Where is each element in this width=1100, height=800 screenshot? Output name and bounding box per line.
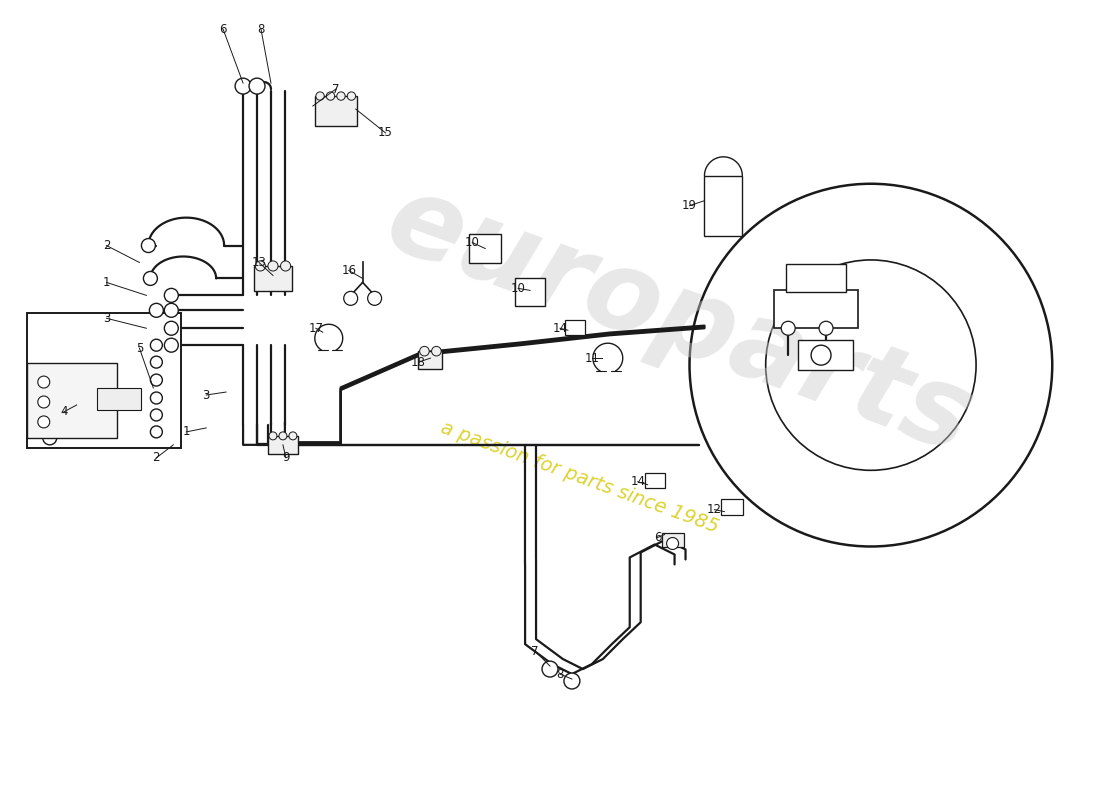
Text: 10: 10: [510, 282, 526, 295]
Circle shape: [37, 396, 50, 408]
Circle shape: [164, 338, 178, 352]
Circle shape: [151, 409, 163, 421]
Circle shape: [564, 673, 580, 689]
Circle shape: [280, 261, 290, 271]
Text: 18: 18: [411, 356, 426, 369]
Text: 2: 2: [153, 451, 161, 464]
Circle shape: [316, 92, 324, 100]
Text: 8: 8: [557, 667, 563, 681]
Circle shape: [542, 661, 558, 677]
Text: 14: 14: [630, 475, 646, 488]
Bar: [315, 96, 356, 126]
Text: 3: 3: [202, 389, 210, 402]
Text: 4: 4: [59, 406, 67, 418]
Circle shape: [164, 303, 178, 318]
Bar: [515, 278, 544, 306]
Circle shape: [151, 392, 163, 404]
Bar: [774, 290, 858, 328]
Text: 11: 11: [584, 352, 600, 365]
Bar: [786, 265, 846, 292]
Bar: [26, 363, 117, 438]
Circle shape: [150, 303, 163, 318]
Circle shape: [820, 322, 833, 335]
Text: 12: 12: [707, 503, 722, 516]
Text: 1: 1: [102, 276, 110, 289]
Circle shape: [164, 288, 178, 302]
Text: 15: 15: [378, 126, 393, 139]
Bar: [704, 176, 742, 235]
Circle shape: [255, 261, 265, 271]
Circle shape: [270, 432, 277, 440]
Bar: [268, 436, 298, 454]
Circle shape: [811, 345, 830, 365]
Circle shape: [235, 78, 251, 94]
Text: 17: 17: [308, 322, 323, 334]
Text: 9: 9: [283, 451, 289, 464]
Circle shape: [327, 92, 334, 100]
Circle shape: [151, 356, 163, 368]
Text: a passion for parts since 1985: a passion for parts since 1985: [438, 418, 722, 537]
Text: 14: 14: [552, 322, 568, 334]
Circle shape: [151, 374, 163, 386]
Text: 8: 8: [257, 22, 265, 36]
Circle shape: [343, 291, 358, 306]
Text: 10: 10: [465, 236, 480, 249]
Bar: [722, 498, 744, 514]
Text: 6: 6: [653, 531, 661, 544]
Text: 2: 2: [102, 239, 110, 252]
Bar: [799, 340, 853, 370]
Bar: [254, 266, 292, 291]
Circle shape: [151, 339, 163, 351]
Text: 7: 7: [332, 82, 340, 95]
Circle shape: [781, 322, 795, 335]
Circle shape: [249, 78, 265, 94]
Bar: [645, 473, 664, 488]
Text: 13: 13: [252, 256, 266, 269]
Circle shape: [337, 92, 345, 100]
Circle shape: [37, 416, 50, 428]
Circle shape: [43, 431, 57, 445]
Bar: [418, 351, 442, 369]
Circle shape: [279, 432, 287, 440]
Text: 6: 6: [219, 22, 227, 36]
Circle shape: [367, 291, 382, 306]
Bar: [26, 314, 182, 448]
Text: 19: 19: [682, 199, 697, 212]
Circle shape: [289, 432, 297, 440]
Circle shape: [766, 260, 976, 470]
Text: 16: 16: [341, 264, 356, 277]
Circle shape: [142, 238, 155, 253]
Text: europarts: europarts: [373, 165, 987, 475]
Circle shape: [268, 261, 278, 271]
Circle shape: [667, 538, 679, 550]
Bar: [661, 533, 683, 547]
Circle shape: [151, 426, 163, 438]
Circle shape: [420, 346, 429, 356]
Text: 5: 5: [135, 342, 143, 354]
Bar: [565, 320, 585, 335]
Circle shape: [431, 346, 441, 356]
Circle shape: [143, 271, 157, 286]
Circle shape: [164, 322, 178, 335]
Bar: [97, 388, 142, 410]
Text: 3: 3: [103, 312, 110, 325]
Text: 7: 7: [531, 645, 539, 658]
Circle shape: [348, 92, 355, 100]
Circle shape: [37, 376, 50, 388]
Bar: [470, 234, 502, 263]
Text: 1: 1: [183, 426, 190, 438]
Circle shape: [690, 184, 1053, 546]
